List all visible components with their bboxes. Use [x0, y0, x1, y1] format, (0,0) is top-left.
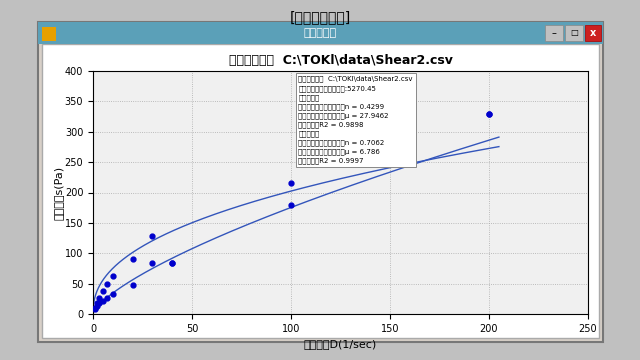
Text: [文件播放画面]: [文件播放画面] [289, 10, 351, 24]
Text: –: – [552, 28, 556, 38]
Bar [545, 25, 563, 41]
Bar [42, 27, 56, 41]
Text: ファイル名：  C:\TOKl\data\Shear2.csv
ヒステリシスループ面積:5270.45
【アップ】
非ニュートン粘性指数：n = 0.4299
: ファイル名： C:\TOKl\data\Shear2.csv ヒステリシスループ… [298, 76, 413, 165]
Bar [38, 22, 603, 342]
X-axis label: ずり速度D(1/sec): ずり速度D(1/sec) [304, 339, 377, 349]
Y-axis label: ずり応力s(Pa): ずり応力s(Pa) [53, 166, 63, 220]
Bar [38, 22, 603, 44]
Title: ファイル名：  C:\TOKl\data\Shear2.csv: ファイル名： C:\TOKl\data\Shear2.csv [228, 54, 452, 67]
Text: x: x [590, 28, 596, 38]
Bar [565, 25, 583, 41]
Text: 再生グラフ: 再生グラフ [304, 28, 337, 38]
Bar [585, 25, 601, 41]
Bar [42, 44, 599, 338]
Text: □: □ [570, 28, 578, 37]
